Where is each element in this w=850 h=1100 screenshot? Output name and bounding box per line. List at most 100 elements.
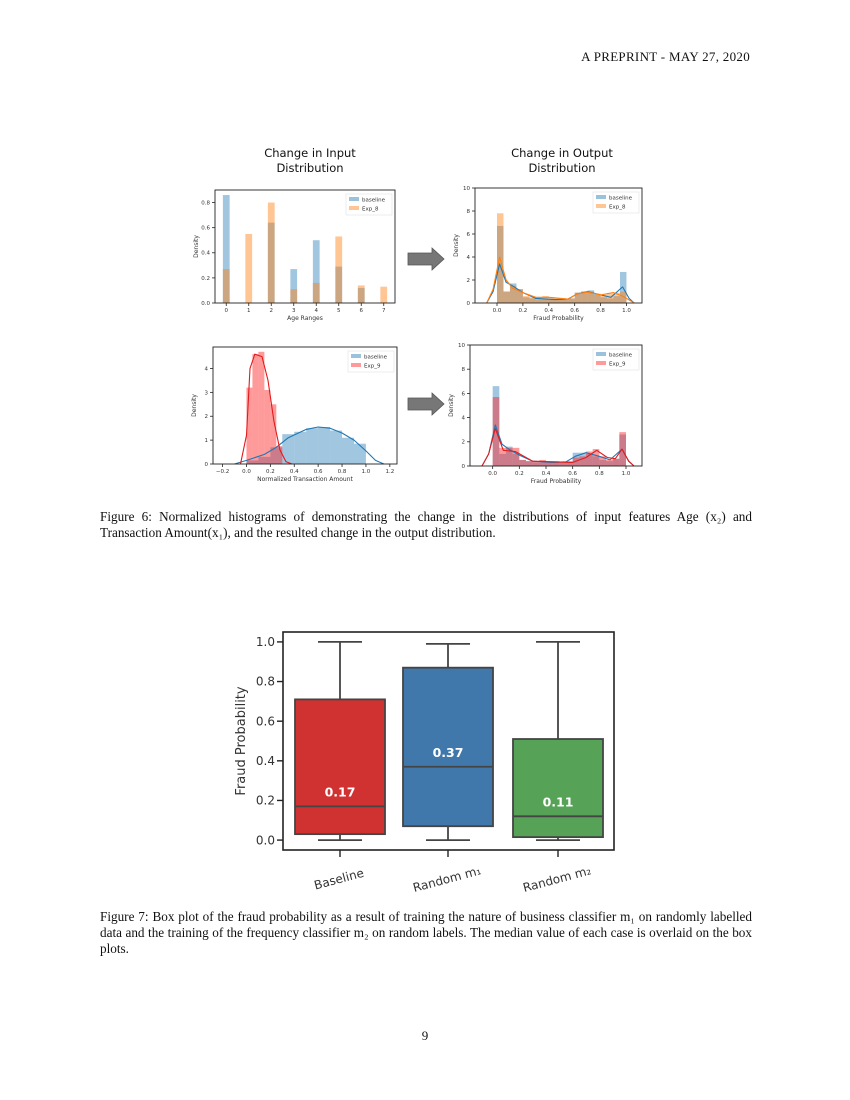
x-tick-label: 0.6 <box>570 308 579 314</box>
fig6-right-title-line1: Change in Output <box>511 146 613 160</box>
legend-label-Exp_9: Exp_9 <box>364 364 381 370</box>
x-tick-label: 7 <box>382 308 386 314</box>
y-tick-label: 1 <box>205 438 209 444</box>
y-axis-label: Fraud Probability <box>234 686 249 795</box>
y-axis-label: Density <box>191 394 198 417</box>
legend-label-baseline: baseline <box>609 353 633 359</box>
histogram-bar-Exp_8 <box>503 291 510 303</box>
running-head: A PREPRINT - MAY 27, 2020 <box>581 49 750 64</box>
histogram-bar-Exp_8 <box>529 297 536 303</box>
histogram-bar-baseline <box>526 461 533 466</box>
x-axis-label: Age Ranges <box>287 315 323 322</box>
x-tick-label: 1.0 <box>622 471 631 477</box>
x-tick-label: 0.4 <box>542 471 551 477</box>
histogram-bar-Exp_9 <box>264 389 271 464</box>
y-tick-label: 6 <box>462 391 466 397</box>
histogram-bar-baseline <box>607 298 614 303</box>
legend-label-baseline: baseline <box>609 196 633 202</box>
iqr-box <box>402 666 494 828</box>
histogram-bar-baseline <box>613 296 620 303</box>
legend-box <box>345 193 393 216</box>
legend: baseline Exp_9 <box>347 350 395 373</box>
histogram-bar-Exp_9 <box>270 404 277 464</box>
x-tick-label: 1.0 <box>622 308 631 314</box>
legend-label-Exp_8: Exp_8 <box>609 205 626 211</box>
y-tick-label: 0.0 <box>256 833 275 847</box>
kde-line-Exp_9 <box>239 353 293 465</box>
histogram-bar-Exp_8 <box>600 294 608 303</box>
chart-amount: 0 1 2 3 4 Density −0.2 0.0 0.2 0.4 0.6 0.8 1.0 1.2 Nor… <box>191 346 398 483</box>
histogram-bar-baseline <box>312 240 320 303</box>
histogram-bar-baseline <box>509 283 517 303</box>
histogram-bar-baseline <box>499 453 506 466</box>
histogram-bar-Exp_8 <box>222 269 230 303</box>
y-tick-label: 0.4 <box>256 754 275 768</box>
figure-6-label: Figure 6: <box>100 509 152 524</box>
legend-label-baseline: baseline <box>362 198 386 204</box>
x-axis-label: Fraud Probability <box>531 478 582 485</box>
x-tick-label: Baseline <box>313 866 366 893</box>
y-tick-label: 8 <box>462 367 466 373</box>
histogram-bar-baseline <box>222 195 230 303</box>
histogram-bar-Exp_9 <box>592 449 600 466</box>
histogram-bar-Exp_9 <box>246 387 253 464</box>
histogram-bar-baseline <box>612 458 620 466</box>
histogram-bar-baseline <box>559 462 566 466</box>
legend-box <box>347 350 395 373</box>
legend-swatch-Exp_8 <box>349 206 359 210</box>
histogram-bar-Exp_9 <box>506 447 513 466</box>
x-tick-label: 0.2 <box>515 471 524 477</box>
x-tick-label: 0.4 <box>290 469 299 475</box>
x-tick-label: 2 <box>270 308 274 314</box>
fig6-left-title-line1: Change in Input <box>264 146 356 160</box>
chart-box: 0.17 0.37 0.11 0.0 0.2 0.4 0.6 0.8 1.0 Fraud Prob… <box>234 631 615 895</box>
histogram-bar-Exp_8 <box>380 286 388 303</box>
x-tick-label: 3 <box>292 308 296 314</box>
legend-box <box>592 191 640 214</box>
x-tick-label: 0.2 <box>266 469 275 475</box>
legend-swatch-Exp_8 <box>596 204 606 208</box>
legend: baseline Exp_9 <box>592 348 640 371</box>
histogram-bar-Exp_8 <box>357 285 365 303</box>
y-tick-label: 0.8 <box>256 675 275 689</box>
histogram-bar-Exp_9 <box>559 462 566 466</box>
histogram-bar-baseline <box>542 299 549 303</box>
histogram-bar-baseline <box>294 431 307 464</box>
kde-line-baseline <box>486 263 635 304</box>
legend-swatch-baseline <box>596 195 606 199</box>
histogram-bar-Exp_8 <box>522 296 530 303</box>
legend-label-baseline: baseline <box>364 355 388 361</box>
y-axis-label: Density <box>193 235 200 258</box>
histogram-bar-baseline <box>552 462 560 466</box>
y-tick-label: 10 <box>458 343 465 349</box>
x-tick-label: 1.0 <box>362 469 371 475</box>
legend-swatch-Exp_9 <box>351 363 361 367</box>
histogram-bar-Exp_8 <box>335 236 343 303</box>
histogram-bar-Exp_9 <box>258 351 265 464</box>
box-baseline: 0.17 <box>294 641 386 841</box>
y-tick-label: 4 <box>205 366 209 372</box>
box-random-m₂: 0.11 <box>512 641 604 841</box>
histogram-bar-baseline <box>282 434 295 464</box>
histogram-bar-Exp_8 <box>535 297 543 303</box>
y-tick-label: 4 <box>462 416 466 422</box>
legend-swatch-baseline <box>351 354 361 358</box>
legend-label-Exp_8: Exp_8 <box>362 207 379 213</box>
histogram-bar-baseline <box>512 453 520 466</box>
y-tick-label: 8 <box>467 209 471 215</box>
y-tick-label: 0.6 <box>201 226 210 232</box>
histogram-bar-Exp_9 <box>586 451 593 466</box>
x-tick-label: 0.0 <box>493 308 502 314</box>
y-axis-label: Density <box>448 394 455 417</box>
x-tick-label: 6 <box>360 308 364 314</box>
fig6-left-title-line2: Distribution <box>276 161 343 175</box>
histogram-bar-baseline <box>529 298 536 303</box>
x-axis-label: Normalized Transaction Amount <box>257 476 353 483</box>
x-tick-label: 0.8 <box>595 471 604 477</box>
histogram-bar-Exp_8 <box>613 292 620 303</box>
iqr-box <box>294 698 386 836</box>
histogram-bar-Exp_8 <box>509 285 517 303</box>
legend-label-Exp_9: Exp_9 <box>609 362 626 368</box>
histogram-bar-Exp_9 <box>512 447 520 466</box>
